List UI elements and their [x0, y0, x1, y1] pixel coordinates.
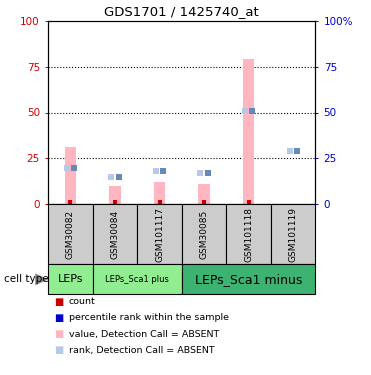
- Bar: [48, 204, 93, 264]
- Text: LEPs_Sca1 minus: LEPs_Sca1 minus: [195, 273, 302, 286]
- Bar: [137, 204, 182, 264]
- Text: GSM30085: GSM30085: [200, 210, 209, 259]
- Bar: [48, 264, 93, 294]
- Title: GDS1701 / 1425740_at: GDS1701 / 1425740_at: [104, 5, 259, 18]
- Text: value, Detection Call = ABSENT: value, Detection Call = ABSENT: [69, 330, 219, 339]
- Bar: [93, 204, 137, 264]
- Bar: [198, 184, 210, 204]
- Text: LEPs_Sca1 plus: LEPs_Sca1 plus: [105, 275, 169, 284]
- Bar: [271, 204, 315, 264]
- Text: ■: ■: [54, 329, 63, 339]
- Text: percentile rank within the sample: percentile rank within the sample: [69, 314, 229, 322]
- Text: GSM101119: GSM101119: [289, 207, 298, 262]
- Bar: [154, 182, 165, 204]
- Text: ■: ■: [54, 297, 63, 307]
- Text: ■: ■: [54, 313, 63, 323]
- Text: GSM30082: GSM30082: [66, 210, 75, 259]
- Bar: [243, 59, 254, 204]
- Text: LEPs: LEPs: [58, 274, 83, 284]
- Text: count: count: [69, 297, 95, 306]
- Bar: [182, 264, 315, 294]
- Polygon shape: [35, 273, 48, 285]
- Text: ■: ■: [54, 345, 63, 355]
- Text: rank, Detection Call = ABSENT: rank, Detection Call = ABSENT: [69, 346, 214, 355]
- Text: GSM101118: GSM101118: [244, 207, 253, 262]
- Bar: [182, 204, 226, 264]
- Bar: [65, 147, 76, 204]
- Text: GSM30084: GSM30084: [111, 210, 119, 259]
- Bar: [109, 186, 121, 204]
- Bar: [93, 264, 182, 294]
- Bar: [226, 204, 271, 264]
- Text: cell type: cell type: [4, 274, 49, 284]
- Text: GSM101117: GSM101117: [155, 207, 164, 262]
